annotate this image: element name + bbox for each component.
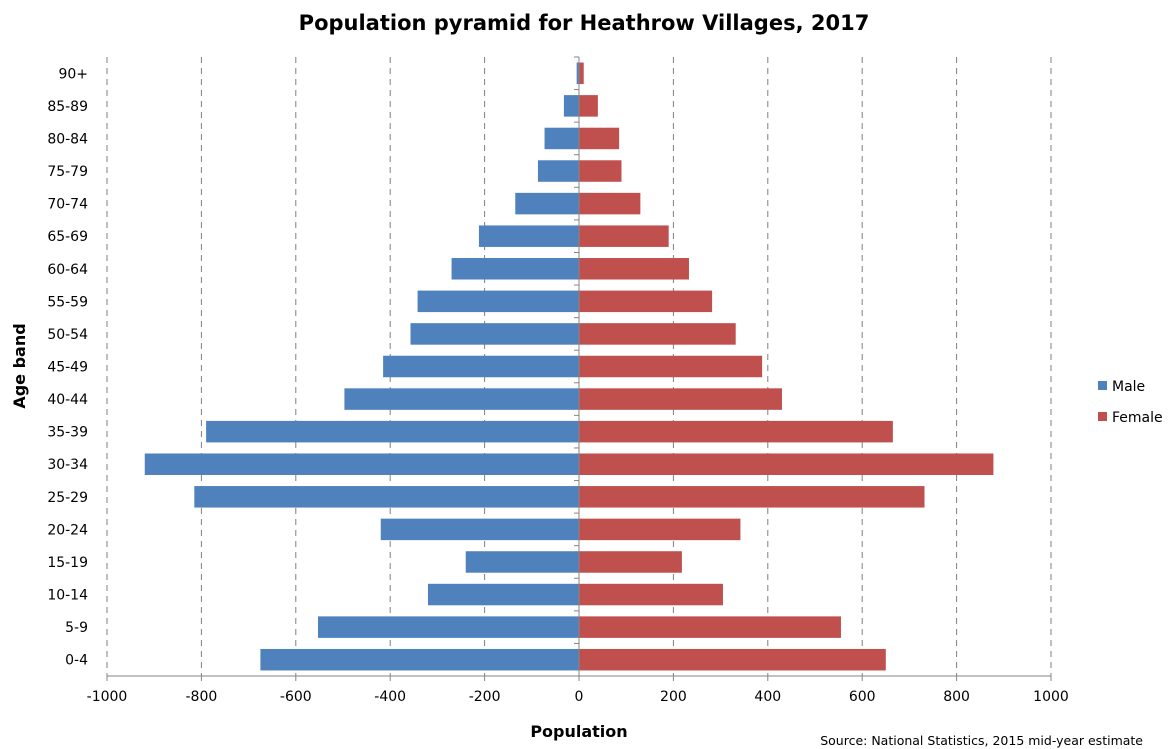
legend-female-swatch xyxy=(1098,412,1107,421)
bar-male-65-69 xyxy=(478,225,579,247)
x-axis-title: Population xyxy=(530,722,627,741)
bar-female-25-29 xyxy=(579,486,925,508)
bar-female-50-54 xyxy=(579,323,736,345)
legend-female-label: Female xyxy=(1112,410,1163,426)
y-tick-label-60-64: 60-64 xyxy=(47,262,88,278)
bar-female-60-64 xyxy=(579,258,689,280)
y-tick-label-70-74: 70-74 xyxy=(47,197,88,213)
bar-female-90+ xyxy=(579,62,584,85)
y-tick-label-40-44: 40-44 xyxy=(47,392,88,408)
x-tick-label-0: 0 xyxy=(575,689,584,705)
x-tick-label-200: 200 xyxy=(660,689,687,705)
bar-male-35-39 xyxy=(206,420,579,443)
y-tick-labels: 0-4 5-9 10-14 15-19 20-24 25-29 30-34 35-39 40-4… xyxy=(47,66,88,668)
bar-male-30-34 xyxy=(144,453,579,475)
x-tick-label--1000: -1000 xyxy=(87,689,128,705)
bar-male-40-44 xyxy=(344,388,579,410)
y-tick-label-90+: 90+ xyxy=(58,66,88,82)
bar-female-40-44 xyxy=(579,388,782,410)
bar-female-0-4 xyxy=(579,648,886,671)
x-tick-label-800: 800 xyxy=(943,689,970,705)
legend: Male Female xyxy=(1098,379,1163,426)
axes xyxy=(106,56,1052,681)
y-tick-label-15-19: 15-19 xyxy=(47,555,88,571)
y-tick-label-45-49: 45-49 xyxy=(47,360,88,376)
bar-male-15-19 xyxy=(465,551,579,573)
source-note: Source: National Statistics, 2015 mid-ye… xyxy=(820,733,1143,748)
bar-female-75-79 xyxy=(579,160,622,182)
x-tick-label-1000: 1000 xyxy=(1033,689,1069,705)
legend-male-label: Male xyxy=(1112,379,1145,395)
y-tick-label-75-79: 75-79 xyxy=(47,164,88,180)
bar-male-85-89 xyxy=(563,95,579,117)
bar-male-75-79 xyxy=(537,160,579,182)
x-tick-label--600: -600 xyxy=(280,689,312,705)
bar-female-35-39 xyxy=(579,420,893,443)
bar-female-30-34 xyxy=(579,453,994,475)
bar-male-90+ xyxy=(576,62,579,85)
bars xyxy=(144,62,994,671)
bar-male-50-54 xyxy=(410,323,579,345)
y-tick-label-65-69: 65-69 xyxy=(47,229,88,245)
bar-female-5-9 xyxy=(579,616,841,638)
y-tick-label-5-9: 5-9 xyxy=(65,620,88,636)
chart-title: Population pyramid for Heathrow Villages… xyxy=(299,11,870,35)
x-tick-labels: -1000 -800 -600 -400 -200 0 200 400 600 800 1000 xyxy=(87,689,1069,705)
bar-male-60-64 xyxy=(451,258,579,280)
bar-male-10-14 xyxy=(427,583,579,606)
bar-male-45-49 xyxy=(383,355,579,378)
bar-female-10-14 xyxy=(579,583,723,606)
bar-female-80-84 xyxy=(579,127,620,150)
y-tick-label-80-84: 80-84 xyxy=(47,131,88,147)
bar-male-5-9 xyxy=(317,616,579,638)
y-tick-label-85-89: 85-89 xyxy=(47,99,88,115)
x-tick-label-400: 400 xyxy=(754,689,781,705)
y-tick-label-35-39: 35-39 xyxy=(47,425,88,441)
y-tick-label-0-4: 0-4 xyxy=(65,653,88,669)
y-tick-label-20-24: 20-24 xyxy=(47,522,88,538)
bar-male-55-59 xyxy=(417,290,579,313)
bar-female-15-19 xyxy=(579,551,682,573)
bar-male-70-74 xyxy=(515,192,579,215)
x-tick-label--400: -400 xyxy=(374,689,406,705)
bar-male-80-84 xyxy=(544,127,579,150)
bar-female-65-69 xyxy=(579,225,669,247)
y-tick-label-30-34: 30-34 xyxy=(47,457,88,473)
bar-male-0-4 xyxy=(260,648,579,671)
x-tick-label--200: -200 xyxy=(469,689,501,705)
bar-female-20-24 xyxy=(579,518,741,541)
x-tick-label-600: 600 xyxy=(849,689,876,705)
bar-female-55-59 xyxy=(579,290,713,313)
legend-male-swatch xyxy=(1098,381,1107,390)
bar-male-25-29 xyxy=(194,486,579,508)
y-tick-label-25-29: 25-29 xyxy=(47,490,88,506)
y-axis-title: Age band xyxy=(10,323,29,408)
bar-female-85-89 xyxy=(579,95,598,117)
bar-male-20-24 xyxy=(380,518,579,541)
y-tick-label-55-59: 55-59 xyxy=(47,294,88,310)
y-tick-label-10-14: 10-14 xyxy=(47,588,88,604)
bar-female-70-74 xyxy=(579,192,641,215)
x-tick-label--800: -800 xyxy=(186,689,218,705)
bar-female-45-49 xyxy=(579,355,763,378)
y-tick-label-50-54: 50-54 xyxy=(47,327,88,343)
